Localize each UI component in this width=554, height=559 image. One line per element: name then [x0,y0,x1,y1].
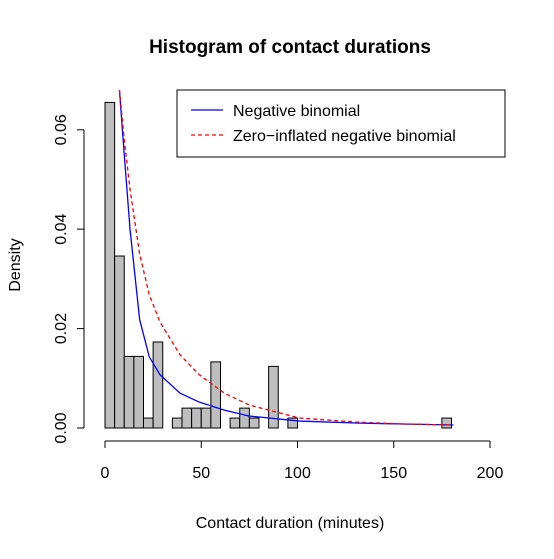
histogram-bar [191,407,202,429]
density-line [118,90,454,426]
y-tick-label: 0.02 [53,313,70,344]
legend-box [176,89,506,158]
histogram-bar [181,407,193,429]
x-tick-label: 200 [477,465,504,482]
x-tick-label: 100 [284,465,311,482]
y-tick-label: 0.04 [53,214,70,245]
x-tick-label: 0 [101,465,110,482]
histogram-bar [239,407,250,429]
histogram-bar [123,355,135,429]
x-tick-label: 150 [380,465,407,482]
x-tick-label: 50 [192,465,210,482]
histogram-bar [133,355,144,429]
histogram-bar [200,407,212,429]
density-line [118,90,454,426]
histogram-bar [229,417,241,429]
histogram-bar [143,417,154,429]
y-axis-label: Density [7,238,24,291]
y-tick-label: 0.06 [53,114,70,145]
histogram-bar [152,341,164,429]
histogram-bar [114,255,125,429]
histogram-bar [171,417,183,429]
curves [118,90,454,426]
histogram-bar [441,417,452,429]
histogram-bar [104,101,116,429]
legend-label: Negative binomial [233,103,360,120]
histogram-bar [268,365,279,429]
histogram-bar [248,417,260,429]
histogram-bar [210,361,221,429]
legend-label: Zero−inflated negative binomial [233,128,456,145]
y-tick-label: 0.00 [53,412,70,443]
histogram-bar [287,417,298,429]
chart-title: Histogram of contact durations [149,37,431,58]
x-axis-label: Contact duration (minutes) [196,515,385,532]
